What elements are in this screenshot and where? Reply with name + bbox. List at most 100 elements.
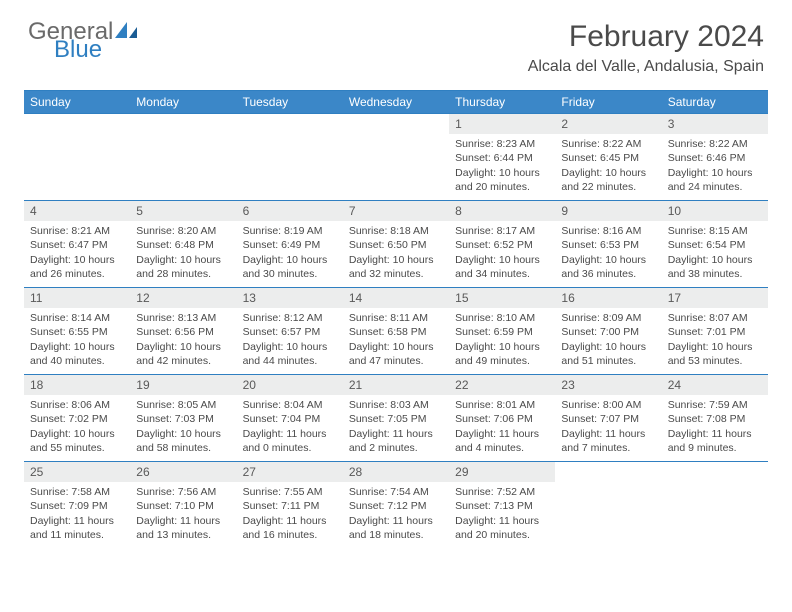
- day-detail-line: Sunrise: 8:23 AM: [455, 137, 549, 151]
- day-detail-line: Sunset: 7:06 PM: [455, 412, 549, 426]
- day-cell: 20Sunrise: 8:04 AMSunset: 7:04 PMDayligh…: [237, 375, 343, 461]
- weekday-header: Saturday: [662, 91, 768, 113]
- day-detail-line: Daylight: 10 hours: [561, 340, 655, 354]
- weekday-header: Monday: [130, 91, 236, 113]
- weekday-header: Friday: [555, 91, 661, 113]
- day-detail-line: Sunset: 7:07 PM: [561, 412, 655, 426]
- day-detail-line: Daylight: 10 hours: [136, 427, 230, 441]
- day-body: Sunrise: 8:00 AMSunset: 7:07 PMDaylight:…: [555, 395, 661, 459]
- day-cell: 21Sunrise: 8:03 AMSunset: 7:05 PMDayligh…: [343, 375, 449, 461]
- day-detail-line: Daylight: 11 hours: [136, 514, 230, 528]
- week-row: 18Sunrise: 8:06 AMSunset: 7:02 PMDayligh…: [24, 374, 768, 461]
- day-cell: 6Sunrise: 8:19 AMSunset: 6:49 PMDaylight…: [237, 201, 343, 287]
- day-detail-line: Daylight: 11 hours: [561, 427, 655, 441]
- day-cell: 3Sunrise: 8:22 AMSunset: 6:46 PMDaylight…: [662, 114, 768, 200]
- day-detail-line: Sunrise: 7:58 AM: [30, 485, 124, 499]
- day-detail-line: Sunrise: 8:15 AM: [668, 224, 762, 238]
- day-detail-line: Sunset: 7:11 PM: [243, 499, 337, 513]
- day-detail-line: Sunset: 7:00 PM: [561, 325, 655, 339]
- day-body: Sunrise: 7:54 AMSunset: 7:12 PMDaylight:…: [343, 482, 449, 546]
- day-cell: 8Sunrise: 8:17 AMSunset: 6:52 PMDaylight…: [449, 201, 555, 287]
- weekday-header-row: SundayMondayTuesdayWednesdayThursdayFrid…: [24, 91, 768, 113]
- header: General Blue February 2024 Alcala del Va…: [0, 0, 792, 84]
- day-detail-line: Sunrise: 8:19 AM: [243, 224, 337, 238]
- day-body: Sunrise: 8:11 AMSunset: 6:58 PMDaylight:…: [343, 308, 449, 372]
- day-cell: [662, 462, 768, 548]
- day-detail-line: and 38 minutes.: [668, 267, 762, 281]
- day-number: 1: [449, 114, 555, 134]
- day-cell: 19Sunrise: 8:05 AMSunset: 7:03 PMDayligh…: [130, 375, 236, 461]
- day-cell: [130, 114, 236, 200]
- calendar: SundayMondayTuesdayWednesdayThursdayFrid…: [24, 90, 768, 548]
- day-detail-line: Sunset: 6:47 PM: [30, 238, 124, 252]
- day-detail-line: Sunrise: 8:18 AM: [349, 224, 443, 238]
- day-cell: 29Sunrise: 7:52 AMSunset: 7:13 PMDayligh…: [449, 462, 555, 548]
- weekday-header: Wednesday: [343, 91, 449, 113]
- weekday-header: Tuesday: [237, 91, 343, 113]
- day-cell: 11Sunrise: 8:14 AMSunset: 6:55 PMDayligh…: [24, 288, 130, 374]
- day-detail-line: Sunrise: 7:55 AM: [243, 485, 337, 499]
- day-detail-line: Daylight: 11 hours: [243, 427, 337, 441]
- day-detail-line: Daylight: 11 hours: [243, 514, 337, 528]
- day-body: Sunrise: 8:20 AMSunset: 6:48 PMDaylight:…: [130, 221, 236, 285]
- day-detail-line: Sunset: 6:46 PM: [668, 151, 762, 165]
- day-detail-line: Sunrise: 8:11 AM: [349, 311, 443, 325]
- day-cell: 4Sunrise: 8:21 AMSunset: 6:47 PMDaylight…: [24, 201, 130, 287]
- day-detail-line: Sunrise: 7:54 AM: [349, 485, 443, 499]
- day-cell: [343, 114, 449, 200]
- day-body: Sunrise: 8:09 AMSunset: 7:00 PMDaylight:…: [555, 308, 661, 372]
- day-cell: 28Sunrise: 7:54 AMSunset: 7:12 PMDayligh…: [343, 462, 449, 548]
- day-cell: 14Sunrise: 8:11 AMSunset: 6:58 PMDayligh…: [343, 288, 449, 374]
- day-detail-line: and 32 minutes.: [349, 267, 443, 281]
- day-number: 21: [343, 375, 449, 395]
- day-detail-line: and 2 minutes.: [349, 441, 443, 455]
- day-number: 4: [24, 201, 130, 221]
- day-body: Sunrise: 8:23 AMSunset: 6:44 PMDaylight:…: [449, 134, 555, 198]
- day-body: Sunrise: 8:14 AMSunset: 6:55 PMDaylight:…: [24, 308, 130, 372]
- day-detail-line: Daylight: 10 hours: [30, 427, 124, 441]
- day-detail-line: and 9 minutes.: [668, 441, 762, 455]
- day-body: Sunrise: 7:56 AMSunset: 7:10 PMDaylight:…: [130, 482, 236, 546]
- day-detail-line: and 42 minutes.: [136, 354, 230, 368]
- day-number: 24: [662, 375, 768, 395]
- day-cell: 2Sunrise: 8:22 AMSunset: 6:45 PMDaylight…: [555, 114, 661, 200]
- day-detail-line: and 20 minutes.: [455, 528, 549, 542]
- day-number: 26: [130, 462, 236, 482]
- day-detail-line: Sunset: 7:12 PM: [349, 499, 443, 513]
- day-detail-line: and 53 minutes.: [668, 354, 762, 368]
- day-cell: 9Sunrise: 8:16 AMSunset: 6:53 PMDaylight…: [555, 201, 661, 287]
- day-detail-line: Sunrise: 7:59 AM: [668, 398, 762, 412]
- day-detail-line: Daylight: 10 hours: [243, 340, 337, 354]
- day-detail-line: and 40 minutes.: [30, 354, 124, 368]
- day-cell: 18Sunrise: 8:06 AMSunset: 7:02 PMDayligh…: [24, 375, 130, 461]
- day-detail-line: Daylight: 11 hours: [349, 514, 443, 528]
- day-body: Sunrise: 8:18 AMSunset: 6:50 PMDaylight:…: [343, 221, 449, 285]
- day-cell: [24, 114, 130, 200]
- day-cell: 5Sunrise: 8:20 AMSunset: 6:48 PMDaylight…: [130, 201, 236, 287]
- day-detail-line: Daylight: 10 hours: [30, 253, 124, 267]
- day-detail-line: Sunset: 7:13 PM: [455, 499, 549, 513]
- week-row: 25Sunrise: 7:58 AMSunset: 7:09 PMDayligh…: [24, 461, 768, 548]
- day-detail-line: and 4 minutes.: [455, 441, 549, 455]
- week-row: 11Sunrise: 8:14 AMSunset: 6:55 PMDayligh…: [24, 287, 768, 374]
- day-cell: [555, 462, 661, 548]
- day-detail-line: Sunrise: 7:56 AM: [136, 485, 230, 499]
- day-body: Sunrise: 8:21 AMSunset: 6:47 PMDaylight:…: [24, 221, 130, 285]
- day-number: 17: [662, 288, 768, 308]
- day-detail-line: Sunrise: 8:22 AM: [668, 137, 762, 151]
- day-body: Sunrise: 8:22 AMSunset: 6:46 PMDaylight:…: [662, 134, 768, 198]
- day-number: 14: [343, 288, 449, 308]
- day-detail-line: Daylight: 10 hours: [561, 166, 655, 180]
- day-detail-line: and 44 minutes.: [243, 354, 337, 368]
- day-detail-line: Daylight: 10 hours: [455, 340, 549, 354]
- day-detail-line: Sunset: 7:05 PM: [349, 412, 443, 426]
- day-detail-line: Sunset: 6:56 PM: [136, 325, 230, 339]
- day-number: 11: [24, 288, 130, 308]
- day-detail-line: Sunset: 6:53 PM: [561, 238, 655, 252]
- day-number: 2: [555, 114, 661, 134]
- logo: General Blue: [28, 20, 141, 62]
- day-detail-line: Daylight: 10 hours: [136, 253, 230, 267]
- day-number: 28: [343, 462, 449, 482]
- logo-text-blue: Blue: [54, 38, 141, 62]
- day-body: Sunrise: 8:03 AMSunset: 7:05 PMDaylight:…: [343, 395, 449, 459]
